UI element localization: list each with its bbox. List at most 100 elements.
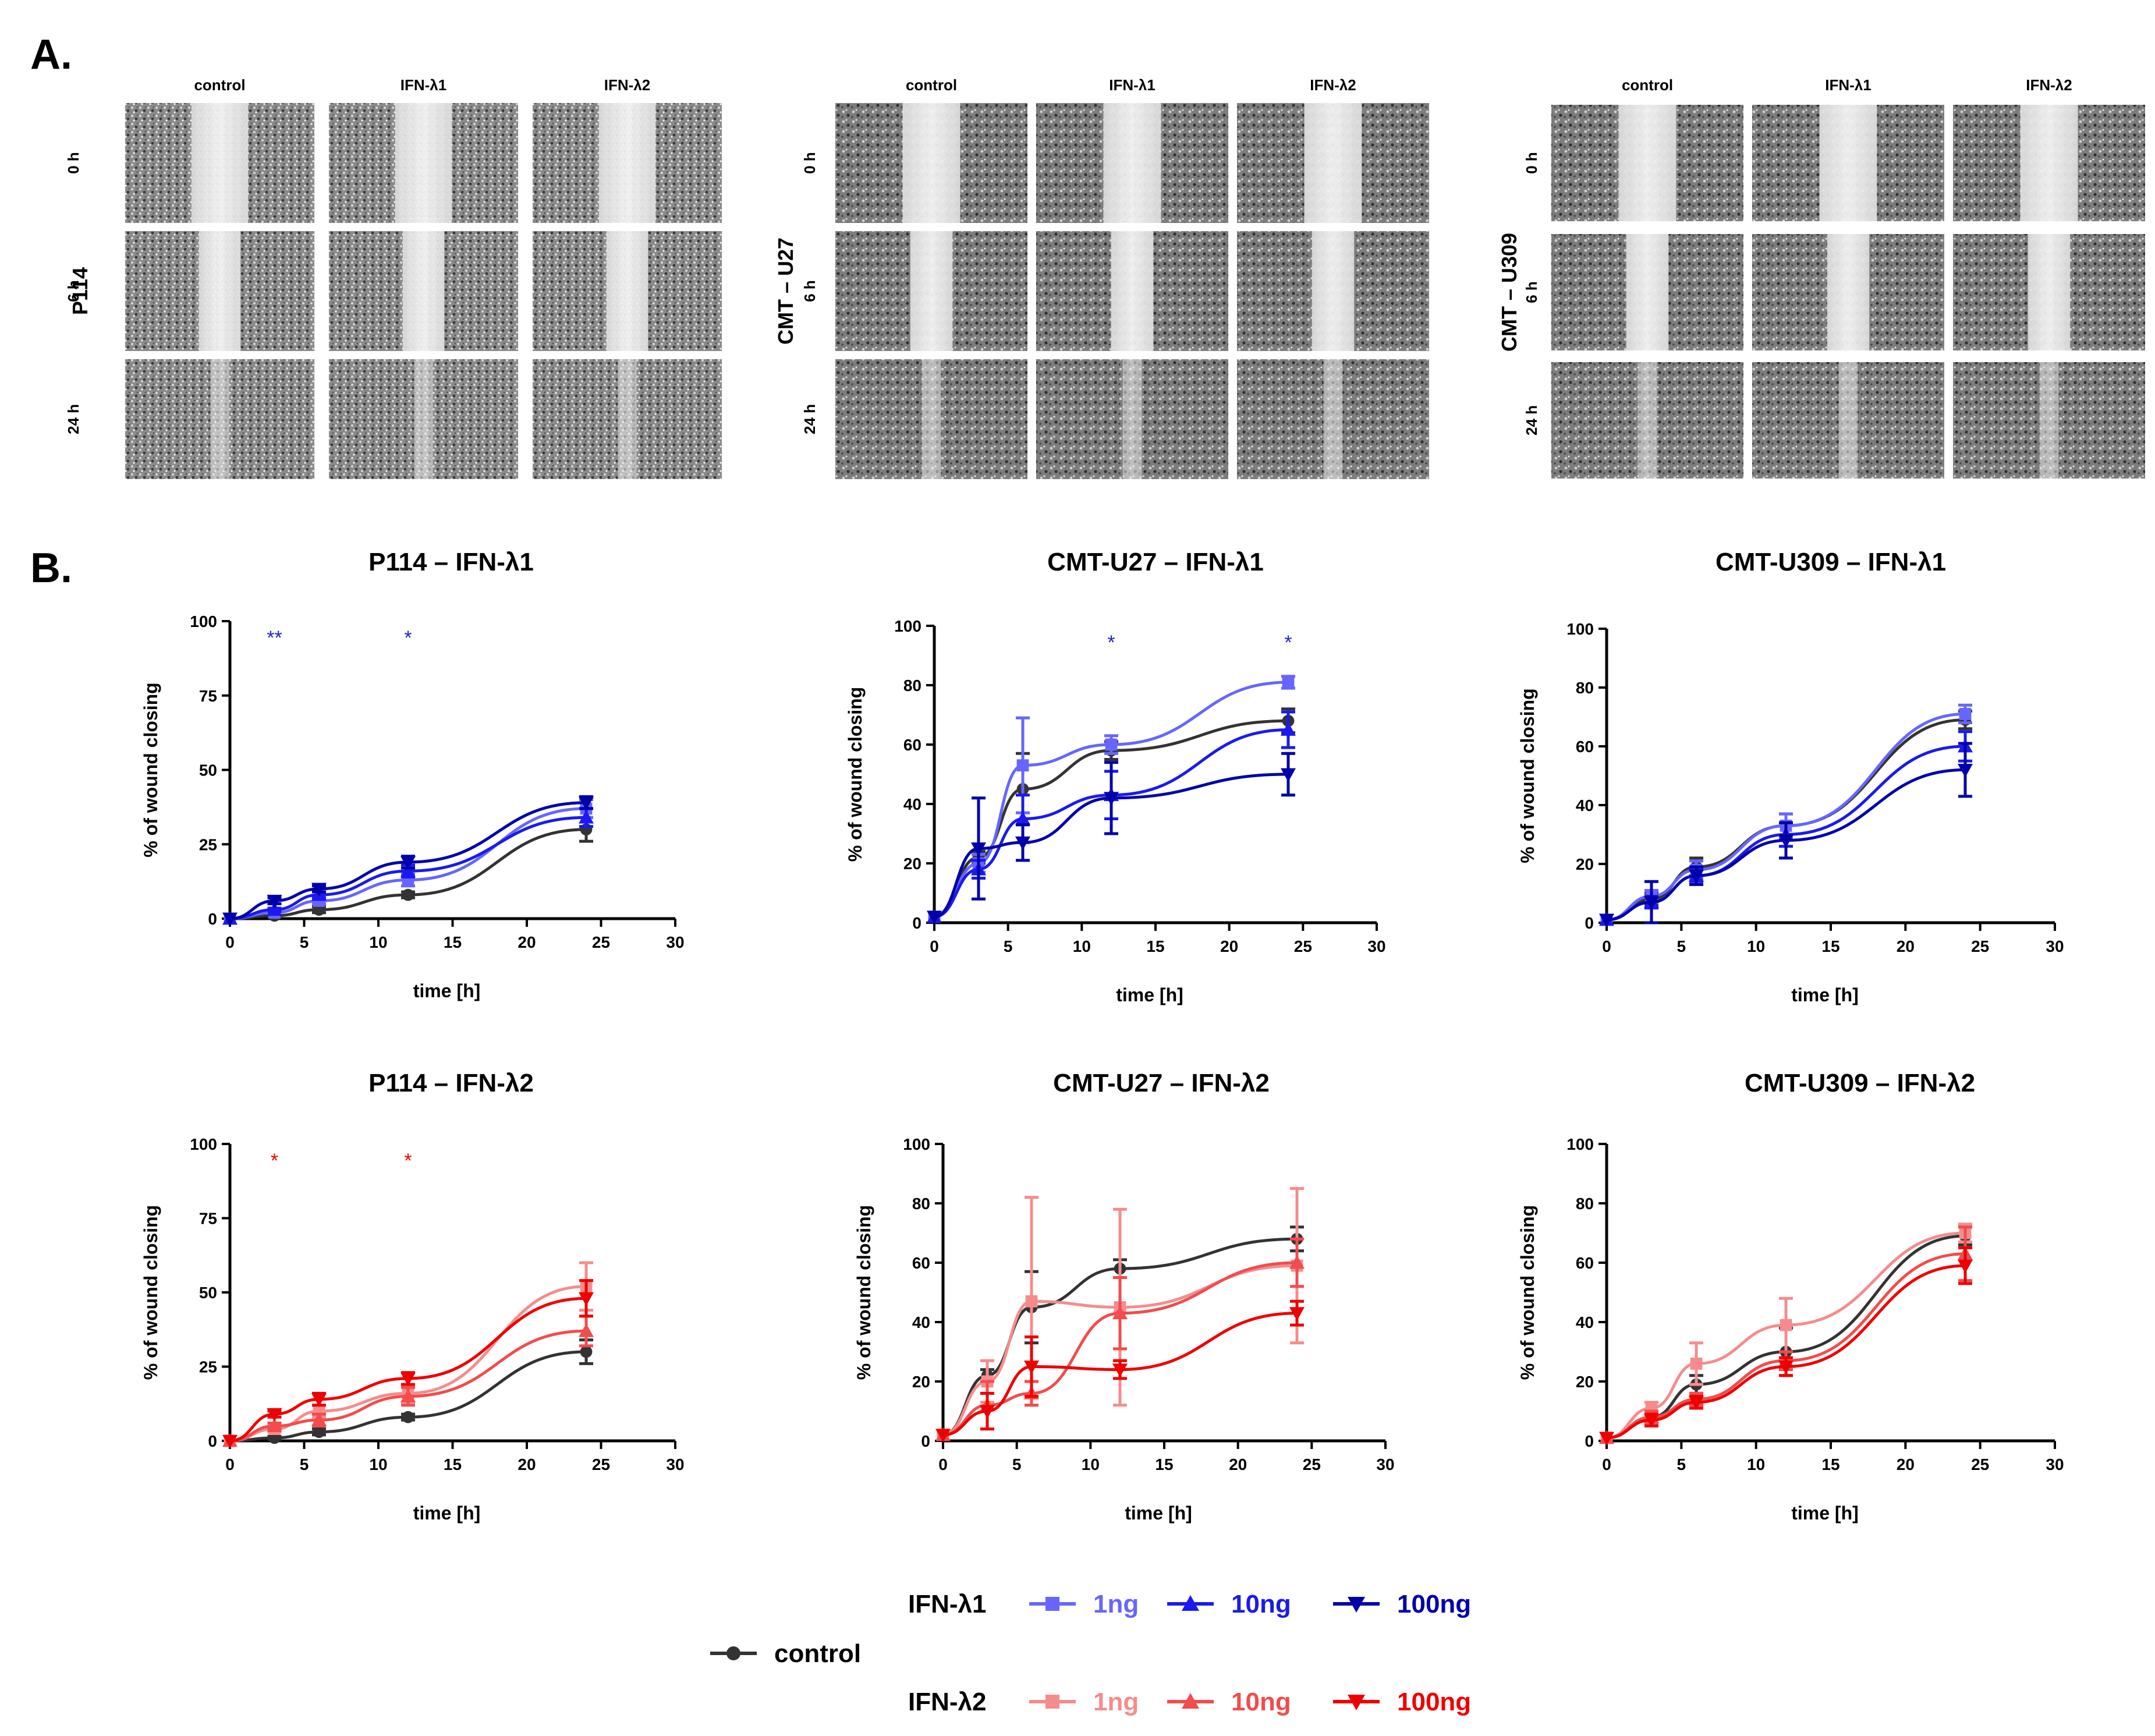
- y-tick-label: 20: [1576, 1373, 1594, 1391]
- series-line: [942, 1237, 1298, 1437]
- x-tick-label: 30: [1367, 937, 1385, 955]
- y-tick-label: 100: [1566, 1135, 1594, 1153]
- series-l2_100ng: [222, 1279, 594, 1448]
- timepoint-label: 24 h: [1523, 405, 1540, 435]
- timepoint-label: 6 h: [1523, 281, 1540, 303]
- data-point: [1281, 768, 1296, 782]
- y-tick-label: 40: [1576, 1313, 1594, 1331]
- series-l1_100ng: [222, 795, 594, 926]
- x-tick-label: 20: [1220, 937, 1238, 955]
- x-tick-label: 25: [592, 933, 610, 951]
- data-point: [1644, 896, 1659, 910]
- y-tick-label: 60: [912, 1254, 930, 1272]
- x-tick-label: 0: [1602, 937, 1611, 955]
- data-point: [1282, 676, 1295, 689]
- micrograph: [125, 103, 314, 223]
- x-tick-label: 25: [1971, 1455, 1989, 1473]
- micrograph-grid: control IFN-λ1 IFN-λ2 0 h 6 h 24 h P114 control…: [65, 76, 2145, 479]
- series-line: [229, 1329, 587, 1443]
- micrograph: [1551, 234, 1743, 350]
- legend-marker: [1348, 1597, 1365, 1613]
- data-point: [400, 863, 416, 877]
- significance-marker: *: [1107, 632, 1115, 654]
- y-tick-label: 80: [1576, 1195, 1594, 1213]
- condition-label: IFN-λ2: [1310, 76, 1356, 94]
- legend: IFN-λ1 IFN-λ2 1ng 10ng 100ng control 1ng…: [710, 1590, 1471, 1716]
- micrograph: [125, 231, 314, 351]
- chart-title: P114 – IFN-λ1: [368, 548, 534, 576]
- micrograph: [835, 359, 1027, 479]
- legend-marker: [726, 1646, 740, 1660]
- x-axis-label: time [h]: [413, 980, 481, 1001]
- cell-line-label: P114: [68, 267, 92, 315]
- data-point: [1015, 811, 1030, 825]
- x-tick-label: 10: [369, 1455, 387, 1473]
- x-tick-label: 0: [225, 1455, 235, 1473]
- x-axis-label: time [h]: [1125, 1503, 1192, 1524]
- legend-marker: [1045, 1695, 1059, 1709]
- y-tick-label: 40: [1576, 796, 1594, 814]
- chart-grid: P114 – IFN-λ10 5 10 15 20 25 300255075100time …: [140, 548, 2064, 1524]
- data-point: [311, 1393, 327, 1407]
- x-tick-label: 25: [1971, 937, 1989, 955]
- y-tick-label: 50: [199, 761, 217, 780]
- y-tick-label: 75: [199, 1210, 217, 1228]
- x-axis-label: time [h]: [1791, 984, 1859, 1005]
- x-tick-label: 20: [1229, 1455, 1247, 1473]
- x-tick-label: 0: [930, 937, 939, 955]
- micrograph: [835, 103, 1027, 223]
- micrograph: [1752, 105, 1944, 221]
- legend-control: control: [774, 1639, 861, 1668]
- data-point: [1644, 1413, 1659, 1428]
- micrograph: [1752, 362, 1944, 479]
- timepoint-label: 0 h: [801, 152, 818, 174]
- data-point: [1025, 1295, 1038, 1308]
- data-point: [1112, 1363, 1128, 1377]
- x-tick-label: 10: [1073, 937, 1091, 955]
- y-tick-label: 25: [199, 1358, 217, 1376]
- series-l1_100ng: [1599, 742, 1973, 927]
- series-line: [1606, 1231, 1966, 1440]
- data-point: [267, 902, 282, 916]
- timepoint-label: 24 h: [801, 404, 818, 434]
- cell-line-label: CMT – U27: [774, 238, 798, 345]
- data-point: [1599, 1432, 1614, 1446]
- y-tick-label: 25: [199, 835, 217, 853]
- x-axis-label: time [h]: [413, 1503, 481, 1524]
- panel-b-label: B.: [30, 545, 72, 591]
- series-line: [934, 728, 1289, 919]
- chart-2: CMT-U27 – IFN-λ1 0 5 10 15 20 25 30 0 20 40 60 80 100…: [845, 548, 1386, 1005]
- y-tick-label: 100: [1566, 620, 1594, 638]
- micrograph: [329, 103, 518, 223]
- legend-ifn1-10ng: 10ng: [1231, 1590, 1291, 1618]
- data-point: [1690, 1358, 1703, 1370]
- condition-label: control: [906, 76, 957, 94]
- data-point: [579, 810, 594, 824]
- x-tick-label: 30: [666, 933, 684, 951]
- data-point: [1104, 792, 1119, 806]
- legend-ifn1-1ng: 1ng: [1093, 1590, 1139, 1618]
- series-line: [942, 1264, 1298, 1437]
- significance-marker: **: [267, 627, 282, 649]
- x-tick-label: 25: [1294, 937, 1312, 955]
- chart-1: P114 – IFN-λ1 0 5 10 15 20 25 30 0 25 50 75 100 time …: [140, 548, 685, 1001]
- y-tick-label: 60: [903, 736, 921, 754]
- micrograph: [1036, 359, 1228, 479]
- data-point: [1689, 1396, 1704, 1410]
- data-point: [267, 1408, 282, 1422]
- y-tick-label: 60: [1576, 738, 1594, 756]
- cell-line-label: CMT – U309: [1497, 233, 1521, 352]
- series-l2_100ng: [935, 1299, 1305, 1443]
- legend-marker: [1182, 1693, 1199, 1709]
- y-tick-label: 40: [903, 795, 921, 813]
- data-point: [402, 888, 414, 901]
- series-line: [934, 681, 1289, 919]
- micrograph: [1752, 234, 1944, 350]
- y-tick-label: 40: [912, 1313, 930, 1331]
- timepoint-label: 24 h: [65, 404, 82, 434]
- data-point: [222, 1434, 238, 1448]
- y-axis-label: % of wound closing: [1517, 1205, 1538, 1380]
- chart-title: CMT-U27 – IFN-λ1: [1047, 548, 1264, 576]
- series-l1_100ng: [927, 752, 1296, 924]
- x-tick-label: 5: [1677, 937, 1686, 955]
